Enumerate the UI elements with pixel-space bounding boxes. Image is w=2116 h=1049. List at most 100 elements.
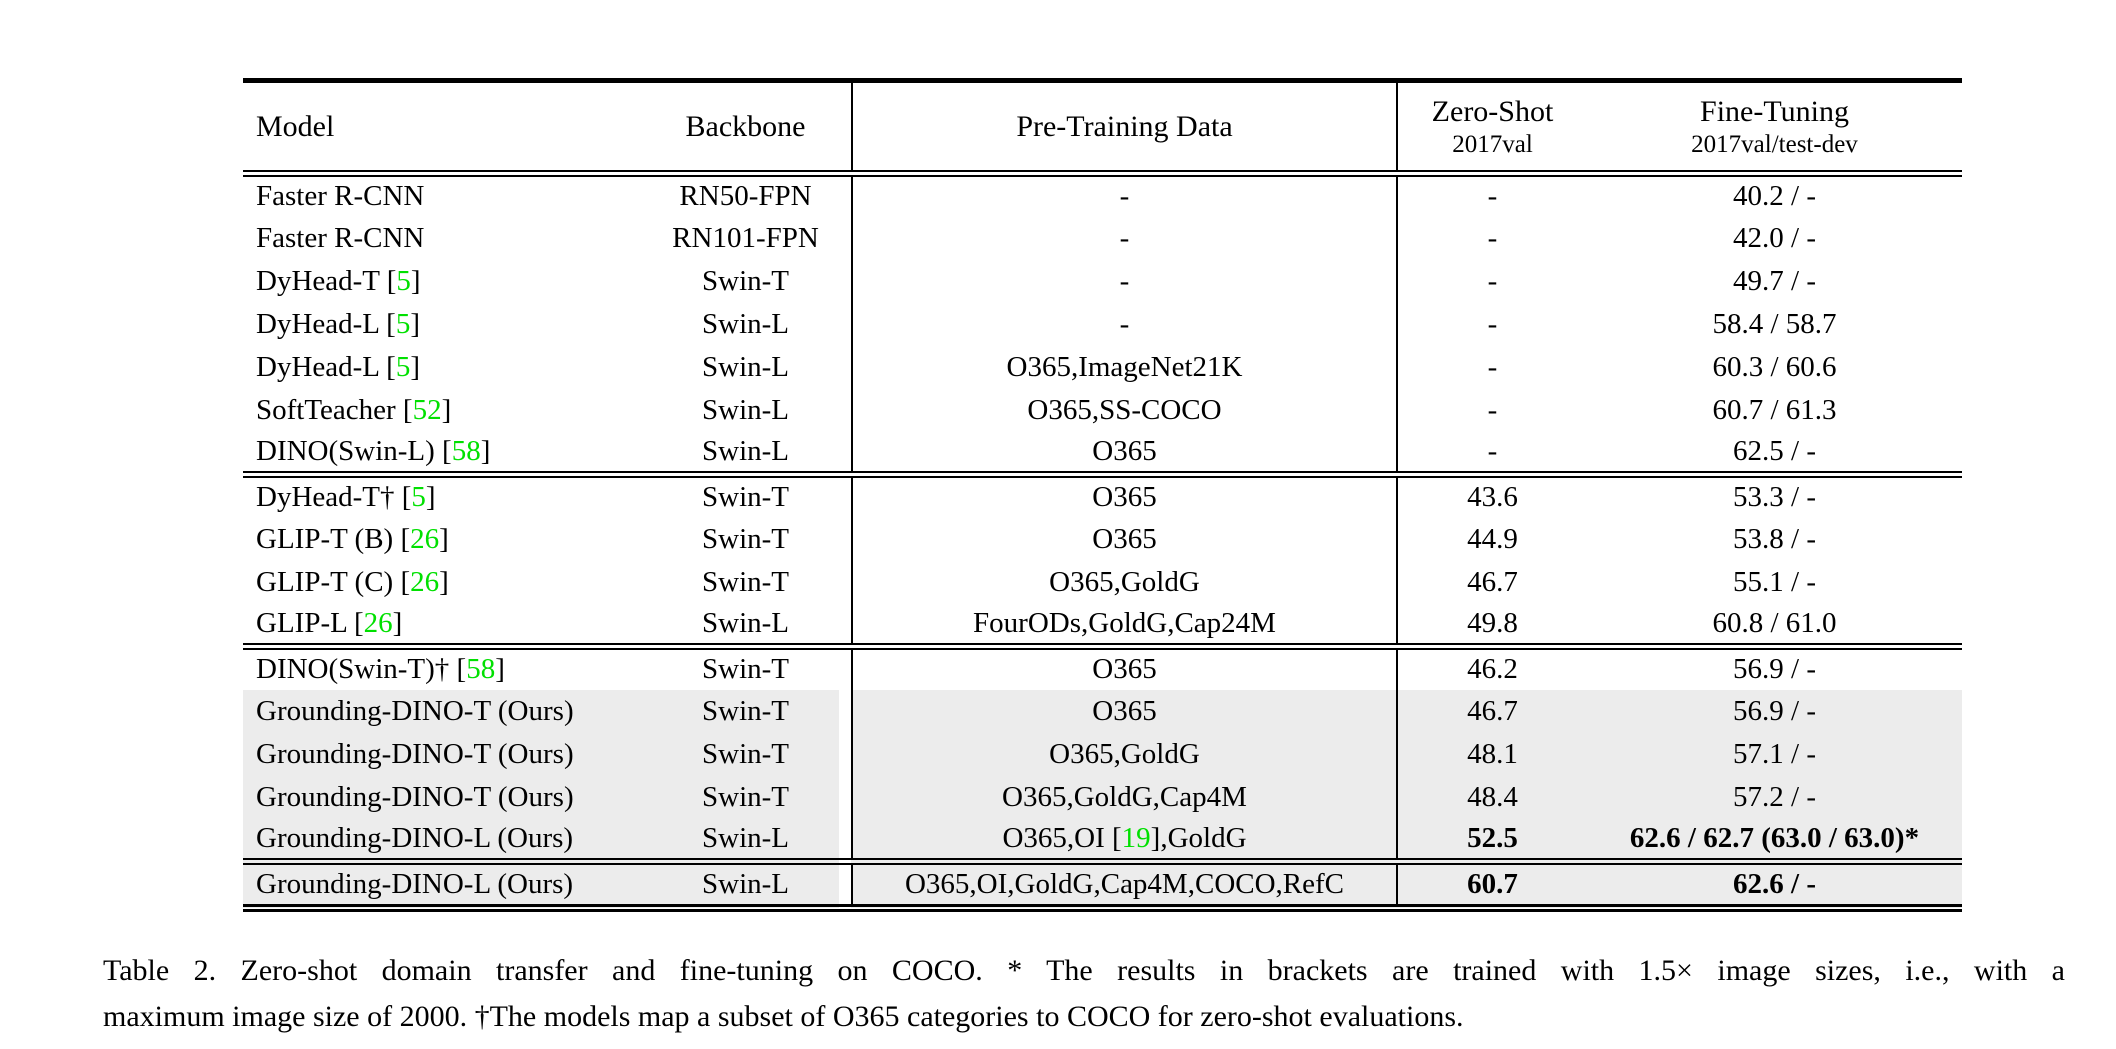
cell-fine-tuning: 53.3 / -: [1733, 481, 1816, 514]
table-row: Grounding-DINO-T (Ours) Swin-T O365,GoldG,…: [243, 775, 1962, 819]
cell-fine-tuning: 56.9 / -: [1733, 653, 1816, 686]
cell-zero-shot: -: [1396, 302, 1587, 346]
cell-fine-tuning: 57.2 / -: [1587, 775, 1962, 819]
table-caption-line2: maximum image size of 2000. †The models …: [103, 1000, 1464, 1033]
cell-model: GLIP-T (C) [26]: [256, 565, 449, 598]
cell-backbone: Swin-T: [640, 775, 852, 819]
table-header: Model Backbone Pre-Training Data Zero-Sh…: [243, 80, 1962, 177]
cell-model: GLIP-L [26]: [256, 606, 403, 639]
cell-zero-shot: -: [1396, 431, 1587, 475]
cell-pretrain: O365,OI [19],GoldG: [851, 818, 1397, 862]
cell-backbone: Swin-T: [702, 264, 789, 297]
cell-backbone: Swin-L: [702, 307, 789, 340]
cell-pretrain: -: [851, 302, 1397, 346]
cell-backbone: Swin-T: [702, 565, 789, 598]
cell-fine-tuning: 58.4 / 58.7: [1712, 307, 1837, 340]
table-row: GLIP-T (C) [26] Swin-T O365,GoldG 46.7 55.1 …: [243, 560, 1962, 604]
citation-ref: 26: [410, 565, 440, 598]
cell-zero-shot: 52.5: [1396, 818, 1587, 862]
table-row: DINO(Swin-L) [58] Swin-L O365- 62.5 / -: [243, 431, 1962, 475]
citation-ref: 58: [451, 434, 481, 467]
table-row: DyHead-L [5] Swin-L - - 58.4 / 58.7: [243, 302, 1962, 346]
header-row: Model Backbone Pre-Training Data Zero-Sh…: [243, 80, 1962, 177]
cell-backbone: Swin-L: [640, 818, 852, 862]
table-row: DyHead-L [5] Swin-L O365,ImageNet21K - 60.3 …: [243, 345, 1962, 389]
cell-zero-shot: 48.1: [1396, 732, 1587, 776]
cell-model: DINO(Swin-L) [58]: [256, 434, 491, 467]
cell-pretrain: O365,SS-COCO: [851, 388, 1397, 432]
citation-ref: 5: [411, 481, 426, 514]
cell-model: Grounding-DINO-T (Ours): [243, 732, 640, 776]
cell-model: DyHead-T† [5]: [256, 481, 436, 514]
cell-model: Faster R-CNN: [256, 180, 425, 213]
table-row: DINO(Swin-T)† [58] Swin-T O365 46.2 56.9 / -: [243, 646, 1962, 690]
cell-pretrain: -: [851, 216, 1397, 260]
table-row: Grounding-DINO-T (Ours) Swin-T O365,GoldG 4…: [243, 732, 1962, 776]
cell-zero-shot: 49.8: [1396, 603, 1587, 647]
table-row: Grounding-DINO-L (Ours) Swin-L O365,OI,Gol…: [243, 861, 1962, 908]
cell-model: SoftTeacher [52]: [256, 393, 452, 426]
cell-zero-shot: -: [1396, 173, 1587, 217]
cell-fine-tuning: 55.1 / -: [1733, 565, 1816, 598]
table-row: DyHead-T [5] Swin-T - - 49.7 / -: [243, 259, 1962, 303]
cell-backbone: Swin-L: [702, 434, 789, 467]
table-row: Faster R-CNN RN50-FPN - - 40.2 / -: [243, 173, 1962, 217]
cell-model: DINO(Swin-T)† [58]: [256, 653, 505, 686]
cell-pretrain: O365,OI,GoldG,Cap4M,COCO,RefC: [851, 861, 1397, 908]
citation-ref: 52: [412, 393, 442, 426]
citation-ref: 5: [395, 350, 411, 383]
citation-ref: 58: [466, 653, 496, 686]
cell-zero-shot: 46.7: [1396, 560, 1587, 604]
cell-backbone: Swin-L: [640, 861, 852, 908]
cell-fine-tuning: 60.8 / 61.0: [1712, 606, 1837, 639]
cell-fine-tuning: 62.6 / 62.7 (63.0 / 63.0)*: [1587, 818, 1962, 862]
cell-zero-shot: -: [1396, 388, 1587, 432]
cell-backbone: Swin-T: [640, 732, 852, 776]
cell-backbone: RN101-FPN: [672, 221, 819, 254]
cell-fine-tuning: 60.7 / 61.3: [1712, 393, 1837, 426]
cell-model: Grounding-DINO-L (Ours): [243, 818, 640, 862]
cell-model: GLIP-T (B) [26]: [256, 522, 449, 555]
column-header-fine-tuning: Fine-Tuning 2017val/test-dev: [1587, 80, 1962, 177]
table-row: Grounding-DINO-T (Ours) Swin-T O365 46.7 56.…: [243, 689, 1962, 733]
cell-fine-tuning: 42.0 / -: [1733, 221, 1816, 254]
cell-pretrain: -: [851, 259, 1397, 303]
cell-model: DyHead-L [5]: [256, 307, 421, 340]
cell-backbone: Swin-T: [702, 481, 789, 514]
cell-fine-tuning: 53.8 / -: [1733, 522, 1816, 555]
citation-ref: 26: [363, 606, 393, 639]
cell-zero-shot: -: [1396, 216, 1587, 260]
cell-fine-tuning: 49.7 / -: [1733, 264, 1816, 297]
column-header-zero-shot: Zero-Shot 2017val: [1396, 80, 1587, 177]
cell-zero-shot: -: [1396, 345, 1587, 389]
cell-fine-tuning: 57.1 / -: [1587, 732, 1962, 776]
cell-backbone: Swin-L: [702, 350, 789, 383]
table-row: Grounding-DINO-L (Ours) Swin-L O365,OI [19…: [243, 818, 1962, 862]
table-section-1: Faster R-CNN RN50-FPN - -40.2 / - Faster R-C…: [243, 173, 1962, 475]
cell-fine-tuning: 40.2 / -: [1733, 180, 1816, 213]
table-row: GLIP-L [26] Swin-L FourODs,GoldG,Cap24M 49.…: [243, 603, 1962, 647]
table-row: Faster R-CNN RN101-FPN - -42.0 / -: [243, 216, 1962, 260]
cell-zero-shot: 60.7: [1396, 861, 1587, 908]
results-table-wrap: Model Backbone Pre-Training Data Zero-Sh…: [243, 78, 1962, 912]
cell-model: DyHead-L [5]: [256, 350, 421, 383]
cell-pretrain: O365,GoldG: [851, 732, 1397, 776]
table-caption: Table 2. Zero-shot domain transfer and f…: [103, 948, 2065, 1040]
cell-zero-shot: -: [1396, 259, 1587, 303]
cell-backbone: Swin-L: [702, 606, 789, 639]
column-header-fine-tuning-sublabel: 2017val/test-dev: [1691, 130, 1858, 158]
column-header-zero-shot-sublabel: 2017val: [1452, 130, 1533, 158]
citation-ref: 19: [1121, 821, 1151, 854]
table-row: GLIP-T (B) [26] Swin-T O365 44.9 53.8 / -: [243, 517, 1962, 561]
cell-pretrain: O365: [851, 517, 1397, 561]
cell-fine-tuning: 60.3 / 60.6: [1712, 350, 1837, 383]
table-section-4: Grounding-DINO-L (Ours) Swin-L O365,OI,Gol…: [243, 861, 1962, 908]
results-table: Model Backbone Pre-Training Data Zero-Sh…: [243, 78, 1962, 912]
cell-model: Faster R-CNN: [256, 221, 425, 254]
cell-model: DyHead-T [5]: [256, 264, 421, 297]
cell-model: Grounding-DINO-T (Ours): [243, 775, 640, 819]
cell-pretrain: O365: [851, 431, 1397, 475]
cell-backbone: RN50-FPN: [679, 180, 812, 213]
cell-pretrain: O365,ImageNet21K: [851, 345, 1397, 389]
cell-fine-tuning: 56.9 / -: [1587, 689, 1962, 733]
